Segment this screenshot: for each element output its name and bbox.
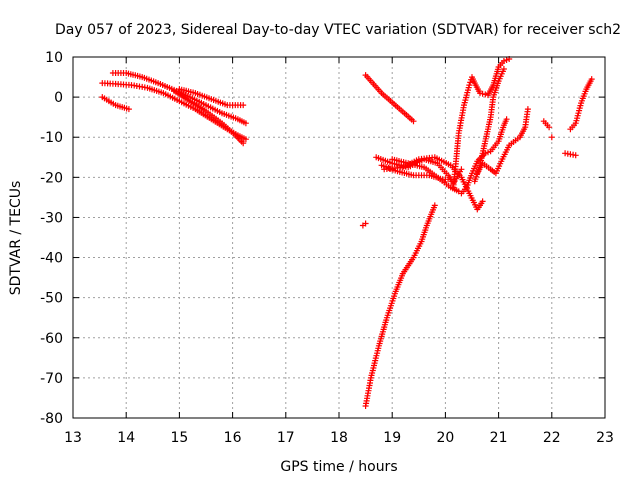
- data-track: [176, 86, 247, 109]
- data-point-markers: [540, 118, 553, 131]
- data-track: [381, 154, 486, 213]
- data-point-markers: [381, 154, 486, 213]
- data-track: [474, 106, 531, 177]
- data-track: [389, 156, 462, 195]
- data-point-markers: [176, 86, 247, 109]
- y-tick-label: -30: [40, 210, 63, 226]
- y-tick-label: 10: [45, 50, 63, 66]
- y-tick-label: -10: [40, 130, 63, 146]
- x-tick-label: 23: [596, 430, 614, 446]
- data-point-markers: [474, 106, 531, 177]
- y-axis-label: SDTVAR / TECUs: [8, 181, 24, 296]
- y-tick-label: -40: [40, 251, 63, 267]
- data-track: [548, 134, 555, 141]
- y-tick-label: -80: [40, 411, 63, 427]
- data-track: [373, 154, 465, 187]
- data-point-markers: [359, 220, 369, 229]
- data-track: [359, 220, 369, 229]
- x-tick-label: 14: [117, 430, 135, 446]
- data-track: [99, 94, 132, 113]
- data-track: [540, 118, 553, 131]
- y-tick-label: 0: [54, 90, 63, 106]
- x-tick-label: 18: [330, 430, 348, 446]
- data-point-markers: [362, 72, 417, 125]
- x-tick-label: 19: [383, 430, 401, 446]
- data-track: [562, 150, 579, 159]
- data-series: [99, 56, 595, 409]
- data-track: [450, 56, 513, 191]
- data-point-markers: [389, 156, 462, 195]
- y-tick-label: -20: [40, 170, 63, 186]
- data-point-markers: [450, 56, 513, 191]
- grid: [73, 57, 605, 418]
- data-track: [362, 202, 438, 409]
- x-tick-label: 16: [224, 430, 242, 446]
- data-point-markers: [373, 154, 465, 187]
- data-point-markers: [99, 94, 132, 113]
- x-tick-label: 15: [170, 430, 188, 446]
- data-point-markers: [567, 76, 595, 133]
- y-tick-label: -60: [40, 331, 63, 347]
- data-point-markers: [362, 202, 438, 409]
- data-point-markers: [171, 88, 247, 147]
- x-axis-label: GPS time / hours: [280, 459, 397, 475]
- data-point-markers: [548, 134, 555, 141]
- x-tick-label: 20: [436, 430, 454, 446]
- x-tick-label: 21: [490, 430, 508, 446]
- data-track: [567, 76, 595, 133]
- axis-ticks: 13 14 15 16 17 18 19 20 21 22 23 -80 -70 -60 -50 -40 -30…: [40, 50, 614, 446]
- x-tick-label: 13: [64, 430, 82, 446]
- data-track: [362, 72, 417, 125]
- x-tick-label: 17: [277, 430, 295, 446]
- data-track: [171, 88, 247, 147]
- y-tick-label: -50: [40, 291, 63, 307]
- chart-title: Day 057 of 2023, Sidereal Day-to-day VTE…: [55, 22, 621, 38]
- y-tick-label: -70: [40, 371, 63, 387]
- x-tick-label: 22: [543, 430, 561, 446]
- data-point-markers: [562, 150, 579, 159]
